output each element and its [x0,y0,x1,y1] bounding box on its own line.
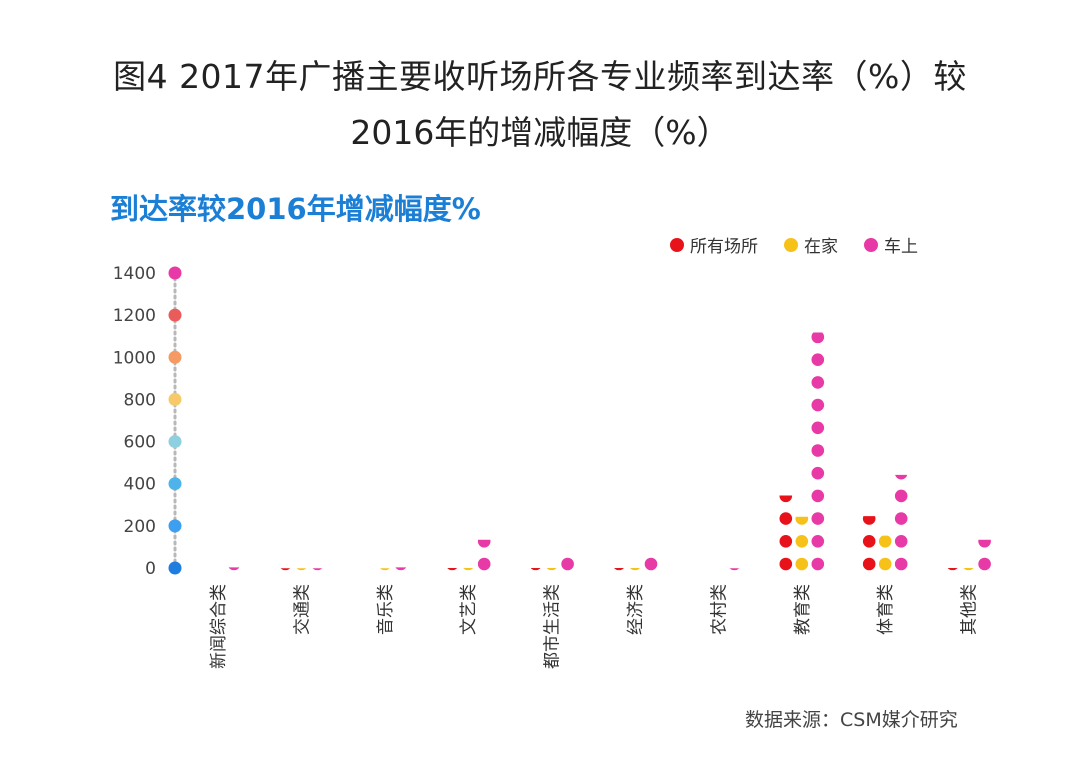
x-tick-label: 音乐类 [376,584,396,635]
y-tick-label: 400 [124,475,156,495]
data-dot [811,466,825,480]
legend-marker-home [784,237,798,252]
data-dot [561,557,574,571]
data-dot [978,557,991,571]
data-dot [811,421,825,435]
y-axis-dot [168,561,182,575]
data-dot [811,512,825,525]
data-dot [862,557,876,571]
data-dot-partial [963,567,974,571]
data-dot-partial [530,567,541,571]
x-tick-label: 农村类 [709,584,729,635]
y-axis-dot [168,266,182,280]
data-dot-partial [630,567,640,571]
y-tick-label: 1400 [113,264,156,284]
data-dot-partial [811,332,825,344]
data-dot-partial [729,568,740,571]
chart-title-line2: 2016年的增减幅度（%） [350,113,730,152]
data-dot-partial [395,567,407,571]
data-dot [811,353,825,367]
data-dot [811,489,825,503]
x-tick-label: 交通类 [292,584,312,635]
data-dot-partial [614,567,624,571]
data-dot [894,535,908,548]
data-dot [811,376,825,389]
legend-marker-all [670,237,684,252]
data-dot [894,489,908,503]
data-dot-partial [380,568,390,571]
x-tick-label: 文艺类 [459,584,479,635]
x-tick-label: 体育类 [876,584,896,635]
data-dot [894,512,908,525]
chart-title-line1: 图4 2017年广播主要收听场所各专业频率到达率（%）较 [113,57,967,96]
legend-label-all: 所有场所 [690,237,758,257]
y-axis-dot [168,519,182,533]
data-dot [878,557,892,571]
y-axis-dot [168,392,182,406]
data-dot-partial [862,516,876,525]
data-dot [477,557,491,571]
data-dot-partial [895,474,908,480]
y-tick-label: 800 [124,390,156,410]
data-dot [894,557,908,571]
y-axis-dot [168,350,182,364]
x-tick-label: 经济类 [626,584,646,635]
data-dot [862,535,876,548]
data-dot-partial [978,539,991,548]
x-tick-label: 教育类 [793,584,813,635]
y-tick-label: 0 [145,559,156,579]
data-dot [811,444,825,457]
legend-item-car: 车上 [864,232,918,257]
data-dot-partial [947,567,958,571]
data-dot-partial [878,535,892,548]
data-dot-partial [280,568,291,571]
data-dot [795,535,809,548]
data-dot [811,535,825,548]
y-tick-label: 200 [124,517,156,537]
y-tick-label: 1200 [113,306,156,326]
data-dot [811,557,825,571]
data-dot [811,398,825,412]
data-dot [779,557,793,571]
legend-label-car: 车上 [884,237,918,257]
data-dot-partial [312,568,323,571]
data-dot [779,535,793,548]
legend: 所有场所 在家 车上 [670,232,918,257]
data-dot-partial [546,567,557,571]
x-tick-label: 都市生活类 [543,584,563,669]
data-dot [795,557,809,571]
x-tick-label: 新闻综合类 [209,584,229,669]
data-dot-partial [228,567,240,571]
x-tick-label: 其他类 [960,584,980,635]
y-tick-label: 1000 [113,348,156,368]
y-tick-label: 600 [124,433,156,453]
source-note: 数据来源：CSM媒介研究 [745,709,958,731]
y-axis-dot [168,435,182,449]
y-axis-dot [168,477,182,491]
legend-marker-car [864,237,878,252]
data-dot-partial [779,495,793,503]
legend-item-home: 在家 [784,232,838,257]
data-dot-partial [463,567,474,571]
legend-label-home: 在家 [804,237,838,257]
data-dot-partial [795,516,809,525]
legend-item-all: 所有场所 [670,232,758,257]
y-axis-dot [168,308,182,322]
chart-subtitle: 到达率较2016年增减幅度% [110,192,481,226]
data-dot-partial [477,539,491,548]
data-dot [644,557,658,571]
data-dot-partial [447,567,458,571]
data-dot-partial [296,568,307,571]
data-dot [779,512,793,525]
